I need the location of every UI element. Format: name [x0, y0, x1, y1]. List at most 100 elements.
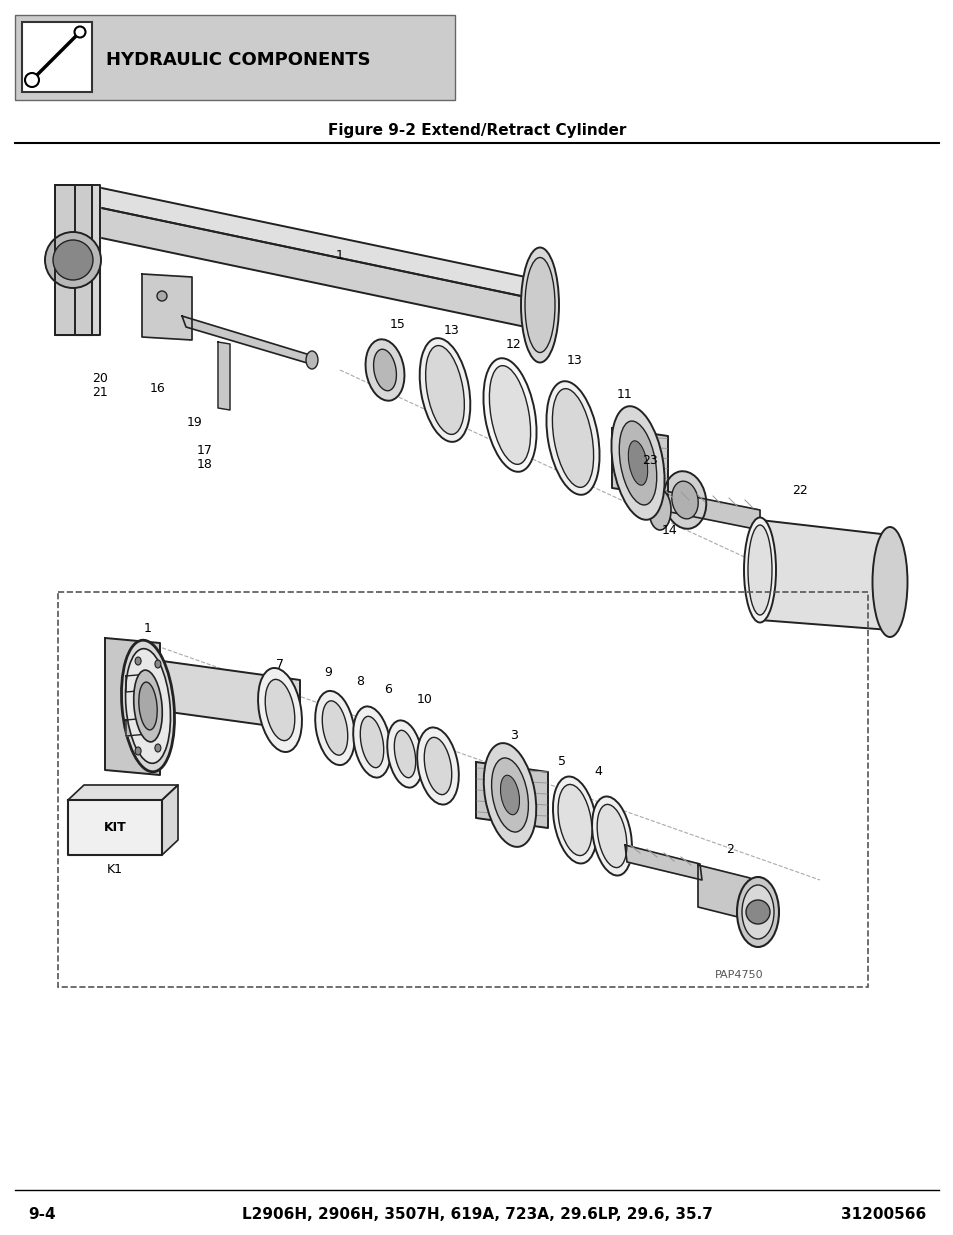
- Ellipse shape: [314, 690, 355, 764]
- Polygon shape: [68, 785, 178, 800]
- Ellipse shape: [558, 784, 591, 856]
- Ellipse shape: [306, 351, 317, 369]
- Polygon shape: [612, 429, 667, 496]
- Ellipse shape: [265, 679, 294, 741]
- Ellipse shape: [135, 657, 141, 664]
- Polygon shape: [476, 762, 547, 827]
- Polygon shape: [75, 185, 100, 335]
- Text: L2906H, 2906H, 3507H, 619A, 723A, 29.6LP, 29.6, 35.7: L2906H, 2906H, 3507H, 619A, 723A, 29.6LP…: [241, 1208, 712, 1223]
- Circle shape: [25, 73, 39, 86]
- Polygon shape: [126, 674, 148, 692]
- Text: 7: 7: [275, 658, 284, 672]
- Polygon shape: [91, 186, 539, 300]
- Polygon shape: [218, 342, 230, 410]
- Ellipse shape: [416, 727, 458, 804]
- Polygon shape: [162, 785, 178, 855]
- Text: 18: 18: [197, 457, 213, 471]
- Ellipse shape: [365, 340, 404, 400]
- Ellipse shape: [135, 747, 141, 755]
- Ellipse shape: [483, 358, 536, 472]
- Polygon shape: [55, 185, 91, 335]
- Ellipse shape: [154, 659, 161, 668]
- Ellipse shape: [741, 885, 773, 939]
- Text: 14: 14: [661, 524, 678, 536]
- Ellipse shape: [121, 640, 174, 772]
- Ellipse shape: [592, 797, 631, 876]
- Circle shape: [745, 900, 769, 924]
- Ellipse shape: [552, 389, 593, 488]
- Ellipse shape: [520, 247, 558, 363]
- Text: 12: 12: [506, 338, 521, 352]
- Polygon shape: [624, 845, 701, 881]
- Ellipse shape: [872, 527, 906, 637]
- Ellipse shape: [425, 346, 464, 435]
- Polygon shape: [68, 800, 162, 855]
- Text: 9: 9: [324, 667, 332, 679]
- Polygon shape: [91, 206, 539, 330]
- Text: 22: 22: [791, 483, 807, 496]
- Ellipse shape: [424, 737, 452, 794]
- Ellipse shape: [663, 472, 705, 529]
- Text: 6: 6: [384, 683, 392, 697]
- Polygon shape: [659, 490, 760, 530]
- Ellipse shape: [257, 668, 302, 752]
- Polygon shape: [142, 274, 192, 340]
- Text: 20: 20: [92, 372, 108, 384]
- Ellipse shape: [138, 682, 157, 730]
- Ellipse shape: [628, 441, 647, 485]
- Ellipse shape: [491, 758, 528, 832]
- Bar: [22, 22, 91, 91]
- Text: 31200566: 31200566: [840, 1208, 925, 1223]
- Text: 16: 16: [150, 382, 166, 394]
- Circle shape: [74, 26, 86, 37]
- Ellipse shape: [374, 350, 396, 390]
- Text: 8: 8: [355, 676, 364, 688]
- Ellipse shape: [648, 490, 670, 530]
- Bar: [58, 592, 867, 987]
- Text: 9-4: 9-4: [28, 1208, 55, 1223]
- Ellipse shape: [553, 777, 597, 863]
- Polygon shape: [760, 520, 889, 630]
- Polygon shape: [182, 316, 314, 366]
- Text: 1: 1: [335, 248, 344, 262]
- Ellipse shape: [419, 338, 470, 442]
- Circle shape: [157, 291, 167, 301]
- Ellipse shape: [154, 743, 161, 752]
- Ellipse shape: [546, 382, 598, 495]
- Text: KIT: KIT: [104, 821, 126, 835]
- Ellipse shape: [489, 366, 530, 464]
- Ellipse shape: [353, 706, 391, 778]
- Text: HYDRAULIC COMPONENTS: HYDRAULIC COMPONENTS: [106, 51, 370, 69]
- Ellipse shape: [743, 517, 775, 622]
- Text: 17: 17: [197, 443, 213, 457]
- Ellipse shape: [524, 258, 555, 352]
- Ellipse shape: [500, 776, 519, 815]
- Text: PAP4750: PAP4750: [714, 969, 762, 981]
- Ellipse shape: [360, 716, 383, 768]
- Polygon shape: [126, 718, 148, 736]
- Ellipse shape: [597, 804, 626, 868]
- Text: 10: 10: [416, 694, 433, 706]
- Circle shape: [45, 232, 101, 288]
- Text: 2: 2: [725, 844, 733, 857]
- Ellipse shape: [126, 648, 171, 763]
- Ellipse shape: [133, 671, 162, 742]
- Ellipse shape: [387, 720, 422, 788]
- Ellipse shape: [747, 525, 771, 615]
- Polygon shape: [105, 638, 160, 776]
- Text: 21: 21: [92, 387, 108, 399]
- Ellipse shape: [737, 877, 779, 947]
- Text: K1: K1: [107, 863, 123, 877]
- Polygon shape: [698, 864, 749, 920]
- Ellipse shape: [618, 421, 656, 505]
- Text: Figure 9-2 Extend/Retract Cylinder: Figure 9-2 Extend/Retract Cylinder: [328, 122, 625, 137]
- Text: 11: 11: [617, 389, 632, 401]
- Text: 23: 23: [641, 453, 658, 467]
- Text: 19: 19: [187, 415, 203, 429]
- Text: 4: 4: [594, 766, 601, 778]
- Ellipse shape: [483, 743, 536, 847]
- Text: 15: 15: [390, 319, 406, 331]
- Ellipse shape: [394, 730, 416, 778]
- Bar: [15, 15, 455, 100]
- Text: 13: 13: [566, 353, 582, 367]
